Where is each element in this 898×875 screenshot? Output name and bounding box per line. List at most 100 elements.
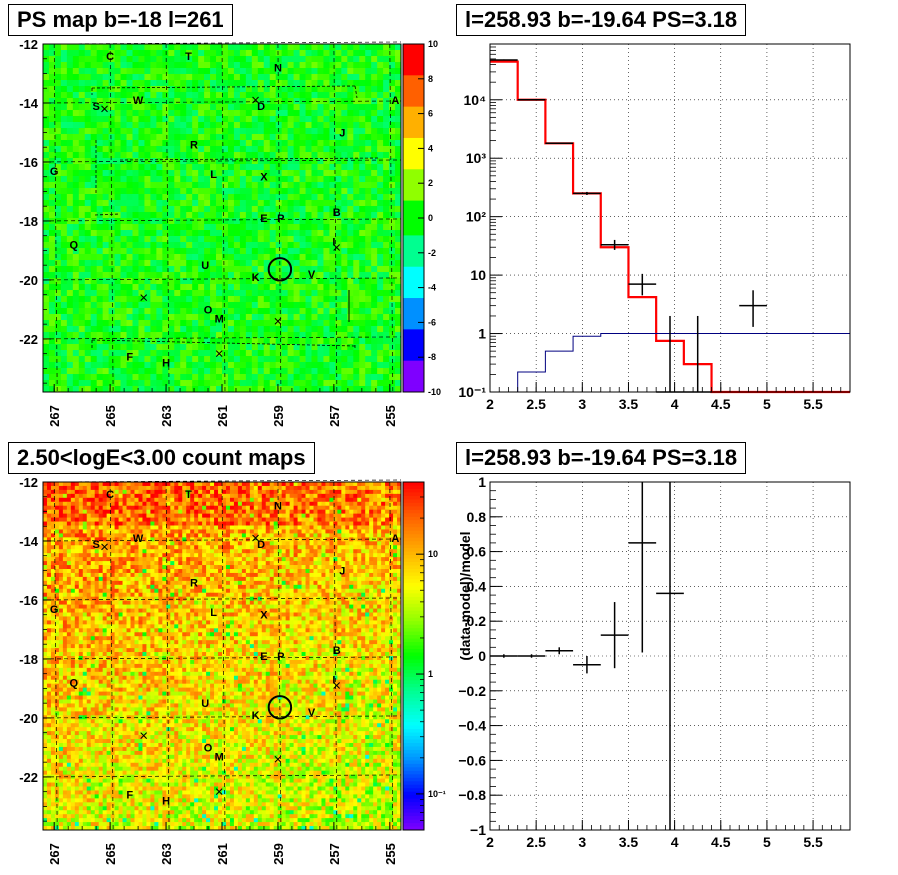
psmap-colorbar-label-5: 0 xyxy=(428,213,433,223)
countmap-colorbar-segment xyxy=(403,607,424,612)
psmap-source-label-C: C xyxy=(106,51,114,63)
psmap-colorbar-segment xyxy=(403,367,424,372)
psmap-source-label-Q: Q xyxy=(69,240,78,252)
psmap-source-label-L: L xyxy=(210,169,217,181)
countmap-source-label-I: I xyxy=(332,675,335,687)
psmap-colorbar-segment xyxy=(403,280,424,285)
psmap-colorbar-segment xyxy=(403,179,424,184)
spectrum-ytick-label-2: 10 xyxy=(470,267,486,283)
psmap-colorbar-label-6: -2 xyxy=(428,248,436,258)
countmap-grid-y-1 xyxy=(42,538,402,542)
psmap-x-marker-2 xyxy=(333,244,341,251)
countmap-xtick-label-6: 255 xyxy=(383,843,398,865)
psmap-colorbar-segment xyxy=(403,329,424,334)
psmap-colorbar-segment xyxy=(403,176,424,181)
countmap-x-marker-4 xyxy=(274,755,282,763)
residual-ytick-label-7: −0.4 xyxy=(458,718,486,734)
countmap-colorbar-segment xyxy=(403,809,424,814)
countmap-colorbar-segment xyxy=(403,530,424,535)
psmap-colorbar-segment xyxy=(403,134,424,139)
countmap-source-label-D: D xyxy=(257,539,265,551)
countmap-colorbar-label-2: 10⁻¹ xyxy=(428,789,446,799)
countmap-colorbar-segment xyxy=(403,575,424,580)
countmap-source-label-X: X xyxy=(260,610,268,622)
psmap-source-label-F: F xyxy=(126,352,133,364)
countmap-colorbar-segment xyxy=(403,823,424,828)
countmap-grid-y-3 xyxy=(42,656,402,660)
spectrum-xtick-label-1: 2.5 xyxy=(526,396,546,412)
psmap-colorbar-segment xyxy=(403,193,424,198)
psmap-colorbar-segment xyxy=(403,339,424,344)
psmap-colorbar-segment xyxy=(403,61,424,66)
countmap-colorbar-segment xyxy=(403,683,424,688)
psmap-colorbar-segment xyxy=(403,385,424,390)
countmap-colorbar-segment xyxy=(403,736,424,741)
residual-xtick-label-4: 4 xyxy=(671,834,679,850)
psmap-colorbar-segment xyxy=(403,252,424,257)
countmap-colorbar-segment xyxy=(403,551,424,556)
countmap-colorbar-segment xyxy=(403,509,424,514)
psmap-grid-x-6 xyxy=(389,43,394,393)
psmap-colorbar-segment xyxy=(403,54,424,59)
countmap-colorbar-segment xyxy=(403,669,424,674)
countmap-xtick-label-4: 259 xyxy=(271,843,286,865)
countmap-colorbar-segment xyxy=(403,816,424,821)
countmap-source-label-O: O xyxy=(204,742,213,754)
countmap-x-marker-0 xyxy=(101,543,108,551)
residual-xtick-label-7: 5.5 xyxy=(803,834,823,850)
countmap-colorbar-segment xyxy=(403,812,424,817)
residual-ytick-label-9: −0.8 xyxy=(458,787,486,803)
countmap-colorbar-segment xyxy=(403,784,424,789)
spectrum-xtick-label-4: 4 xyxy=(671,396,679,412)
psmap-colorbar-segment xyxy=(403,298,424,303)
countmap-colorbar-segment xyxy=(403,763,424,768)
countmap-colorbar-segment xyxy=(403,802,424,807)
countmap-colorbar-segment xyxy=(403,537,424,542)
countmap-colorbar-segment xyxy=(403,701,424,706)
psmap-source-label-T: T xyxy=(185,51,192,63)
countmap-source-label-Q: Q xyxy=(69,678,78,690)
countmap-colorbar-segment xyxy=(403,819,424,824)
psmap-contour-line-4 xyxy=(94,213,121,216)
psmap-colorbar-segment xyxy=(403,360,424,365)
psmap-colorbar-segment xyxy=(403,120,424,125)
psmap-source-label-B: B xyxy=(333,207,341,219)
countmap-colorbar-segment xyxy=(403,690,424,695)
countmap-colorbar-segment xyxy=(403,697,424,702)
countmap-ytick-label-3: -18 xyxy=(19,652,38,667)
psmap-colorbar-label-0: 10 xyxy=(428,39,438,49)
psmap-source-label-A: A xyxy=(391,95,399,107)
psmap-grid-x-4 xyxy=(277,43,282,393)
psmap-grid-y-1 xyxy=(42,100,402,104)
psmap-source-label-E: E xyxy=(260,213,267,225)
psmap-colorbar-segment xyxy=(403,183,424,188)
countmap-colorbar-segment xyxy=(403,749,424,754)
countmap-colorbar-segment xyxy=(403,676,424,681)
countmap-grid-x-6 xyxy=(389,481,394,831)
residual-ytick-label-10: −1 xyxy=(470,822,486,838)
psmap-source-label-R: R xyxy=(190,139,198,151)
countmap-source-label-N: N xyxy=(274,501,282,513)
psmap-x-marker-0 xyxy=(101,105,108,113)
psmap-grid-x-5 xyxy=(333,43,338,393)
countmap-colorbar-segment xyxy=(403,767,424,772)
psmap-colorbar-segment xyxy=(403,318,424,323)
countmap-colorbar-segment xyxy=(403,718,424,723)
psmap-colorbar-segment xyxy=(403,350,424,355)
countmap-grid-x-5 xyxy=(333,481,338,831)
countmap-colorbar-segment xyxy=(403,628,424,633)
psmap-colorbar-segment xyxy=(403,277,424,282)
countmap-x-marker-1 xyxy=(252,534,259,542)
psmap-colorbar-segment xyxy=(403,190,424,195)
countmap-source-label-T: T xyxy=(185,489,192,501)
psmap-colorbar-segment xyxy=(403,110,424,115)
psmap-colorbar-label-3: 4 xyxy=(428,143,433,153)
countmap-colorbar-segment xyxy=(403,715,424,720)
psmap-colorbar-segment xyxy=(403,158,424,163)
psmap-colorbar-segment xyxy=(403,197,424,202)
psmap-colorbar-segment xyxy=(403,186,424,191)
countmap-colorbar-segment xyxy=(403,502,424,507)
psmap-colorbar-segment xyxy=(403,113,424,118)
psmap-colorbar-segment xyxy=(403,106,424,111)
